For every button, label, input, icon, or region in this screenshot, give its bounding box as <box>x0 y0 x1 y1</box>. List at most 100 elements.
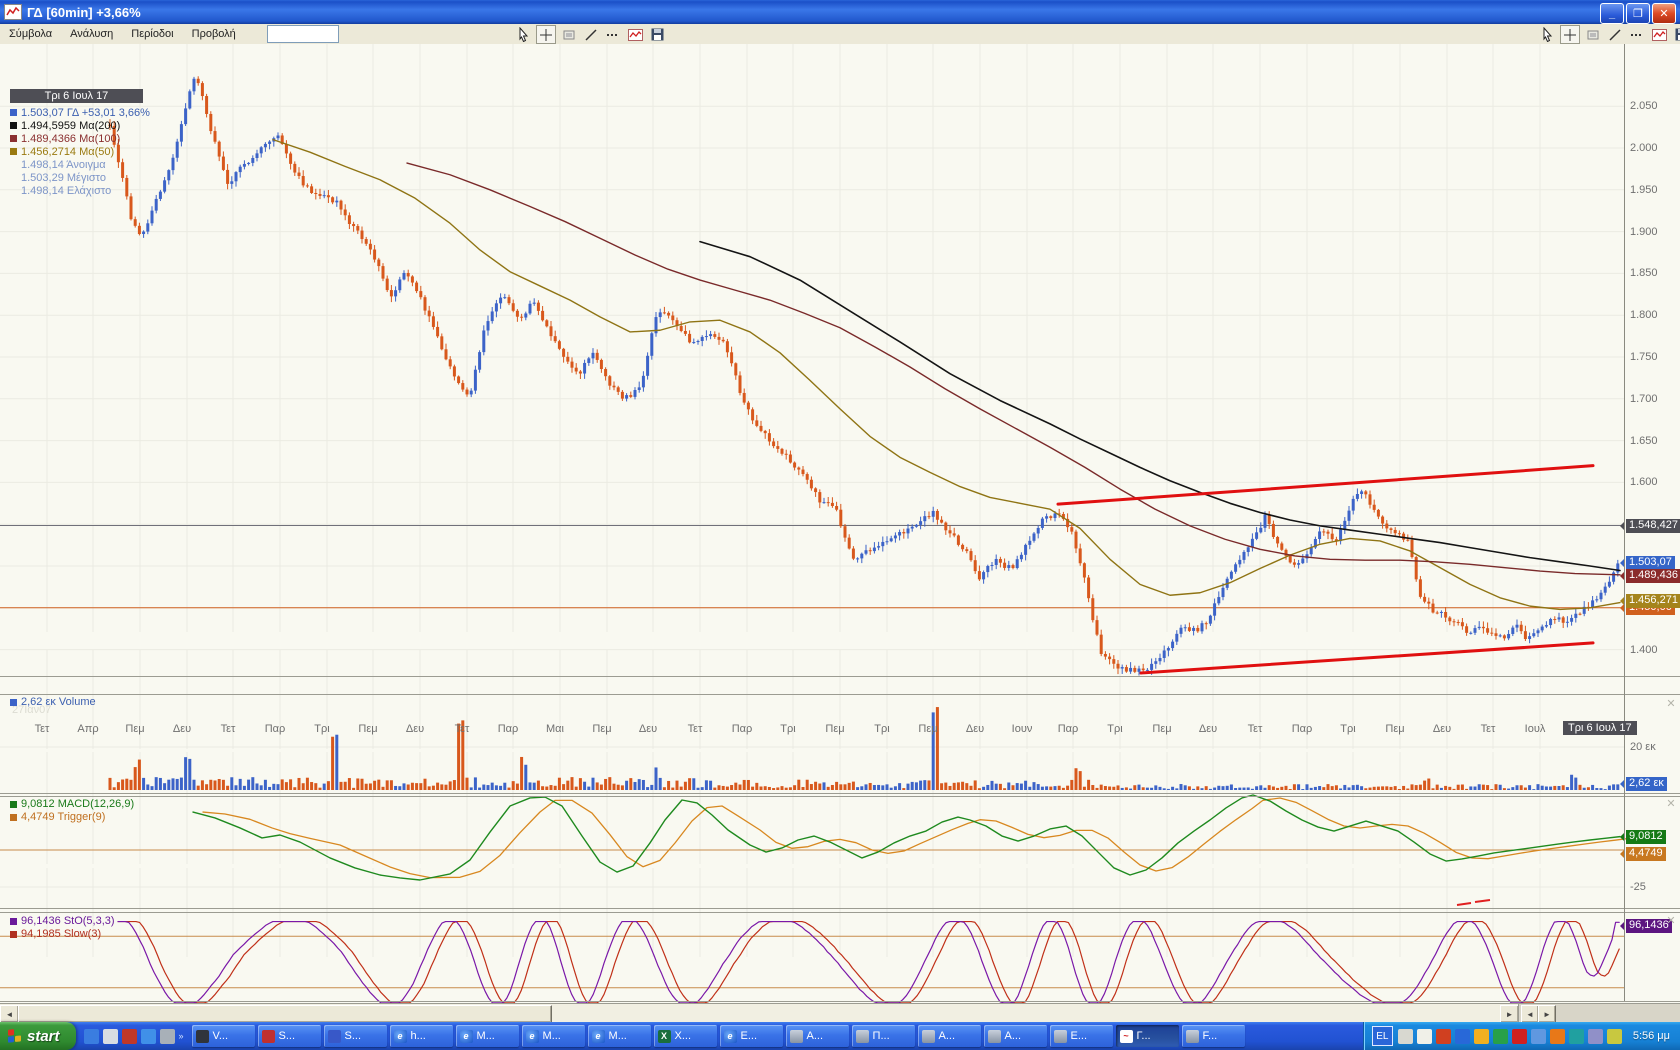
horizontal-scrollbar[interactable]: ◄ ► ◄ ► <box>0 1003 1680 1023</box>
price-tick-label: 2.050 <box>1630 100 1658 113</box>
badge-arrow-icon <box>1620 922 1624 931</box>
taskbar-button-S[interactable]: S... <box>257 1025 321 1047</box>
minimize-button[interactable]: _ <box>1600 3 1624 24</box>
menu-item-Περίοδοι[interactable]: Περίοδοι <box>131 28 174 40</box>
menu-item-Προβολή[interactable]: Προβολή <box>191 28 236 40</box>
taskbar-button-F[interactable]: F... <box>1181 1025 1245 1047</box>
price-tick-label: 1.700 <box>1630 392 1658 405</box>
badge-arrow-icon <box>1620 832 1624 841</box>
start-button[interactable]: start <box>0 1022 76 1050</box>
trendline-tool-icon[interactable] <box>1606 26 1624 43</box>
tray-icon[interactable] <box>1473 1028 1489 1044</box>
zigzag-chart-tool-icon[interactable] <box>626 26 644 43</box>
tray-icon[interactable] <box>1587 1028 1603 1044</box>
stochastic-panel-close-icon[interactable]: ✕ <box>1666 915 1676 927</box>
taskbar-button-A[interactable]: A... <box>917 1025 981 1047</box>
price-badge: 1.503,07 <box>1620 556 1675 571</box>
taskbar-button-h[interactable]: e h... <box>389 1025 453 1047</box>
scroll-left-button[interactable]: ◄ <box>0 1005 19 1023</box>
menu-item-Ανάλυση[interactable]: Ανάλυση <box>70 28 114 40</box>
menu-bar: Σύμβολα Ανάλυση Περίοδοι Προβολή <box>0 24 1680 45</box>
taskbar-button-S[interactable]: S... <box>323 1025 387 1047</box>
tray-icon[interactable] <box>1530 1028 1546 1044</box>
language-indicator[interactable]: EL <box>1371 1026 1393 1046</box>
save-tool-icon[interactable] <box>1672 26 1680 43</box>
title-bar[interactable]: ΓΔ [60min] +3,66% _ ❐ ✕ <box>0 0 1680 24</box>
taskbar-button-Π[interactable]: Π... <box>851 1025 915 1047</box>
system-tray: EL 5:56 μμ <box>1362 1022 1680 1050</box>
dotted-line-tool-icon[interactable] <box>1628 26 1646 43</box>
pane-right-button[interactable]: ► <box>1538 1005 1556 1023</box>
badge-arrow-icon <box>1620 850 1624 859</box>
quick-launch-icon[interactable] <box>159 1028 175 1044</box>
crosshair-tool-icon[interactable] <box>536 25 556 44</box>
crosshair-tool-icon[interactable] <box>1560 25 1580 44</box>
quick-launch-icon[interactable] <box>102 1028 118 1044</box>
taskbar-button-label: A... <box>806 1030 824 1042</box>
taskbar-button-label: F... <box>1202 1030 1218 1042</box>
macd-panel-close-icon[interactable]: ✕ <box>1666 798 1676 810</box>
legend-text: 1.503,07 ΓΔ +53,01 3,66% <box>21 106 150 119</box>
tray-icon[interactable] <box>1606 1028 1622 1044</box>
pointer-tool-icon[interactable] <box>514 26 532 43</box>
quick-launch-icon[interactable] <box>121 1028 137 1044</box>
x-axis-label: Μαι <box>546 723 564 735</box>
taskbar-button-E[interactable]: E... <box>1049 1025 1113 1047</box>
price-axis-line <box>1624 44 1625 1001</box>
save-tool-icon[interactable] <box>648 26 666 43</box>
taskbar-button-M[interactable]: e M... <box>587 1025 651 1047</box>
windows-flag-icon <box>8 1028 22 1043</box>
taskbar-button-A[interactable]: A... <box>785 1025 849 1047</box>
box-tool-icon[interactable] <box>1584 26 1602 43</box>
tray-icon[interactable] <box>1397 1028 1413 1044</box>
restore-button[interactable]: ❐ <box>1626 3 1650 24</box>
quick-launch-icon[interactable] <box>140 1028 156 1044</box>
taskbar-button-label: X... <box>674 1030 692 1042</box>
ie-app-icon: e <box>723 1029 737 1043</box>
box-tool-icon[interactable] <box>560 26 578 43</box>
menu-item-Σύμβολα[interactable]: Σύμβολα <box>9 28 53 40</box>
scrollbar-thumb[interactable] <box>18 1005 552 1023</box>
close-button[interactable]: ✕ <box>1652 3 1676 24</box>
tray-icon[interactable] <box>1435 1028 1451 1044</box>
taskbar-button-M[interactable]: e M... <box>455 1025 519 1047</box>
x-axis-label: Τρι <box>1107 723 1123 735</box>
zigzag-chart-tool-icon[interactable] <box>1650 26 1668 43</box>
tray-icon[interactable] <box>1492 1028 1508 1044</box>
x-axis-label: Πεμ <box>358 723 378 735</box>
x-axis-label: Τρι <box>1340 723 1356 735</box>
taskbar-button-V[interactable]: V... <box>191 1025 255 1047</box>
ie-app-icon: e <box>459 1029 473 1043</box>
volume-panel-close-icon[interactable]: ✕ <box>1666 698 1676 710</box>
tray-icon[interactable] <box>1416 1028 1432 1044</box>
chevron-right-icon[interactable]: » <box>178 1031 184 1041</box>
trendline-tool-icon[interactable] <box>582 26 600 43</box>
tray-icon[interactable] <box>1568 1028 1584 1044</box>
stochastic-badge: 96,1436 <box>1620 919 1672 934</box>
taskbar-button-label: S... <box>344 1030 362 1042</box>
volume-badge: 2,62 εκ <box>1620 777 1667 792</box>
quick-launch-icon[interactable] <box>83 1028 99 1044</box>
taskbar-button-E[interactable]: e E... <box>719 1025 783 1047</box>
x-axis-label: Πεμ <box>918 723 938 735</box>
x-axis-label: Πεμ <box>592 723 612 735</box>
symbol-input[interactable] <box>266 25 339 43</box>
taskbar-button-Γ[interactable]: ~ Γ... <box>1115 1025 1179 1047</box>
tray-icon[interactable] <box>1549 1028 1565 1044</box>
taskbar-button-M[interactable]: e M... <box>521 1025 585 1047</box>
taskbar-button-X[interactable]: X X... <box>653 1025 717 1047</box>
scroll-right-button[interactable]: ► <box>1500 1005 1519 1023</box>
dotted-line-tool-icon[interactable] <box>604 26 622 43</box>
taskbar-button-label: A... <box>1004 1030 1022 1042</box>
x-axis-label: Δευ <box>1432 723 1452 735</box>
taskbar-clock[interactable]: 5:56 μμ <box>1632 1030 1670 1042</box>
pointer-tool-icon[interactable] <box>1538 26 1556 43</box>
tray-icon[interactable] <box>1454 1028 1470 1044</box>
win-app-icon <box>1053 1029 1067 1043</box>
x-axis-label: Πεμ <box>125 723 145 735</box>
ie-app-icon: e <box>525 1029 539 1043</box>
pane-left-button[interactable]: ◄ <box>1521 1005 1539 1023</box>
taskbar-button-A[interactable]: A... <box>983 1025 1047 1047</box>
tray-icon[interactable] <box>1511 1028 1527 1044</box>
chart-canvas[interactable] <box>0 44 1680 1003</box>
